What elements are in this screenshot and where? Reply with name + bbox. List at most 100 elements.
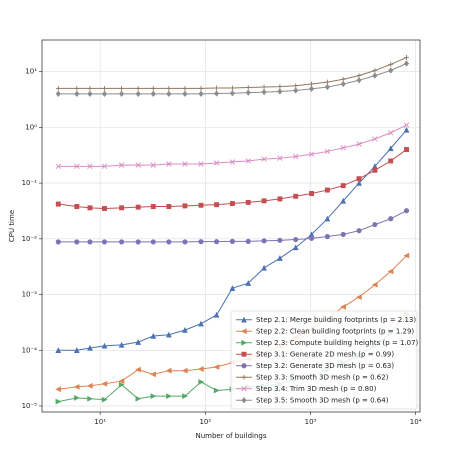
marker [74, 163, 80, 170]
marker [135, 86, 141, 91]
x-tick-label: 10³ [305, 418, 317, 426]
marker [356, 141, 362, 147]
marker [340, 183, 346, 189]
marker [73, 347, 80, 353]
marker [372, 222, 378, 228]
marker [356, 77, 362, 84]
marker [135, 395, 142, 402]
legend-box [230, 310, 418, 410]
marker [101, 380, 108, 387]
marker [387, 130, 394, 136]
marker [101, 239, 108, 245]
x-tick-label: 10⁴ [410, 418, 422, 426]
marker [150, 239, 156, 245]
marker [198, 379, 205, 385]
y-tick-label: 10⁻⁵ [22, 402, 38, 410]
marker [198, 239, 204, 245]
marker [388, 61, 394, 67]
marker [372, 167, 378, 173]
marker [213, 160, 220, 166]
marker [403, 252, 410, 259]
legend-label: Step 3.2: Generate 3D mesh (p = 0.63) [256, 362, 394, 370]
marker [197, 366, 204, 372]
marker [309, 191, 315, 196]
marker [182, 161, 188, 167]
marker [102, 86, 107, 91]
marker [135, 239, 141, 245]
marker [324, 187, 330, 193]
marker [324, 79, 330, 85]
marker [55, 201, 61, 207]
marker [150, 90, 156, 97]
series-line [58, 149, 407, 210]
y-tick-label: 10⁻⁴ [22, 346, 38, 354]
marker [324, 83, 330, 91]
marker [150, 393, 157, 400]
marker [340, 304, 346, 310]
marker [261, 264, 267, 271]
marker [229, 90, 235, 97]
marker [387, 268, 394, 275]
marker [182, 86, 188, 91]
marker [277, 155, 283, 161]
legend-label: Step 2.1: Merge building footprints (p =… [256, 316, 416, 324]
legend-label: Step 2.2: Clean building footprints (p =… [256, 327, 414, 335]
marker [403, 60, 410, 67]
marker [198, 202, 204, 208]
marker [213, 311, 220, 318]
marker [277, 237, 283, 243]
legend-label: Step 3.1: Generate 2D mesh (p = 0.99) [256, 350, 394, 358]
marker [214, 202, 220, 208]
marker [87, 344, 93, 351]
marker [119, 86, 125, 91]
marker [135, 339, 142, 345]
marker [118, 341, 125, 348]
marker [230, 85, 235, 91]
marker [119, 90, 125, 97]
marker [241, 386, 247, 392]
marker [55, 163, 62, 170]
marker [324, 148, 331, 155]
marker [240, 328, 247, 335]
marker [166, 90, 172, 97]
marker [135, 162, 141, 168]
marker [403, 208, 410, 214]
marker [118, 378, 125, 384]
marker [166, 393, 172, 400]
marker [182, 239, 188, 245]
marker [182, 327, 188, 333]
marker [387, 145, 394, 152]
marker [309, 81, 314, 87]
marker [73, 384, 80, 390]
marker [403, 122, 410, 128]
marker [87, 163, 93, 170]
marker [101, 90, 108, 97]
x-tick-label: 10¹ [94, 418, 106, 426]
marker [308, 235, 315, 241]
marker [229, 159, 236, 165]
marker [340, 76, 346, 82]
marker [198, 161, 204, 167]
marker [229, 285, 236, 291]
marker [87, 205, 93, 211]
marker [241, 316, 247, 323]
marker [388, 67, 394, 74]
marker [277, 84, 283, 89]
marker [293, 87, 299, 94]
marker [101, 342, 108, 349]
marker [245, 238, 251, 244]
marker [102, 206, 107, 211]
marker [229, 201, 235, 206]
marker [55, 398, 62, 405]
marker [74, 90, 80, 97]
marker [87, 395, 94, 402]
marker [241, 363, 247, 369]
marker [340, 80, 346, 88]
marker [277, 196, 283, 202]
marker [86, 382, 93, 389]
marker [150, 204, 156, 209]
marker [166, 204, 172, 209]
series-line [58, 56, 407, 89]
marker [324, 215, 331, 222]
